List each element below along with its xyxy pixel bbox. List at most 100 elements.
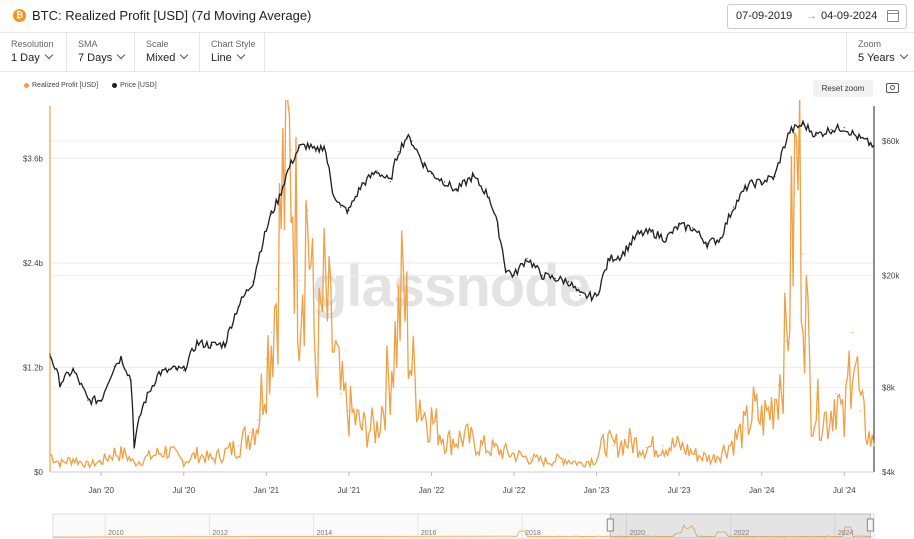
- y-left-tick-label: $0: [34, 468, 43, 477]
- navigator-handle-right[interactable]: [866, 518, 874, 532]
- date-range-picker[interactable]: 07-09-2019 → 04-09-2024: [727, 4, 907, 29]
- scale-value[interactable]: Mixed: [146, 50, 189, 64]
- data-point-profit: [150, 455, 152, 457]
- data-point-price: [650, 231, 652, 233]
- navigator-year-label: 2022: [734, 530, 750, 537]
- data-point-price: [340, 206, 342, 208]
- sma-value-text: 7 Days: [78, 52, 113, 64]
- date-from[interactable]: 07-09-2019: [736, 10, 793, 22]
- data-point-profit: [402, 288, 404, 290]
- data-point-profit: [645, 447, 647, 449]
- data-point-profit: [340, 392, 342, 395]
- data-point-price: [868, 142, 870, 144]
- data-point-profit: [744, 427, 746, 430]
- main-chart[interactable]: $0 $1.2b $2.4b $3.6b $4k $8k $20k $60k Jan '20 Ju…: [0, 100, 914, 505]
- navigator-selection[interactable]: [609, 513, 871, 539]
- data-point-profit: [282, 192, 284, 194]
- data-point-profit: [629, 440, 631, 443]
- data-point-profit: [257, 419, 259, 421]
- data-point-profit: [851, 331, 854, 334]
- data-point-profit: [422, 410, 424, 412]
- data-point-price: [843, 127, 845, 129]
- data-point-price: [430, 173, 433, 175]
- data-point-profit: [463, 436, 466, 438]
- legend-item-realized-profit[interactable]: Realized Profit [USD]: [24, 82, 98, 89]
- data-point-price: [422, 162, 424, 165]
- scale-value-text: Mixed: [146, 52, 176, 64]
- navigator-handle-left[interactable]: [606, 518, 614, 532]
- data-point-profit: [290, 148, 292, 151]
- zoom-value-text: 5 Years: [858, 52, 895, 64]
- data-point-price: [130, 379, 132, 381]
- data-point-price: [830, 128, 832, 131]
- scale-label: Scale: [146, 39, 169, 49]
- scale-dropdown[interactable]: Scale Mixed: [135, 33, 200, 71]
- y-left-tick-label: $1.2b: [23, 363, 44, 372]
- legend-dot-profit: [24, 82, 29, 88]
- date-to[interactable]: 04-09-2024: [821, 10, 878, 22]
- zoom-value[interactable]: 5 Years: [858, 50, 908, 64]
- chart-style-dropdown[interactable]: Chart Style Line: [200, 33, 265, 71]
- data-point-price: [719, 238, 722, 240]
- data-point-price: [298, 146, 300, 149]
- resolution-value[interactable]: 1 Day: [11, 50, 53, 64]
- series-line-realized-profit: [49, 100, 875, 470]
- data-point-profit: [348, 410, 350, 412]
- data-point-profit: [728, 445, 730, 447]
- navigator-year-label: 2020: [629, 530, 645, 537]
- arrow-right-icon: →: [806, 10, 817, 22]
- camera-icon[interactable]: [886, 83, 899, 93]
- data-point-price: [49, 353, 51, 355]
- resolution-dropdown[interactable]: Resolution 1 Day: [0, 33, 67, 71]
- zoom-dropdown[interactable]: Zoom 5 Years: [846, 33, 914, 71]
- data-point-price: [120, 357, 122, 359]
- data-point-price: [815, 134, 817, 136]
- chart-style-value[interactable]: Line: [211, 50, 246, 64]
- chevron-down-icon: [899, 50, 908, 60]
- navigator-chart[interactable]: 2010 2012 2014 2016 2018 2020 2022 2024: [0, 513, 914, 539]
- data-point-profit: [513, 453, 515, 456]
- data-point-profit: [835, 392, 837, 395]
- x-tick-label: Jan '22: [419, 486, 445, 495]
- data-point-price: [270, 213, 272, 215]
- data-point-price: [133, 444, 135, 446]
- sma-label: SMA: [78, 39, 98, 49]
- x-tick-label: Jul '22: [503, 486, 526, 495]
- calendar-icon[interactable]: [887, 10, 899, 22]
- data-point-profit: [72, 458, 74, 460]
- x-tick-label: Jan '23: [584, 486, 610, 495]
- data-point-profit: [133, 462, 135, 464]
- resolution-label: Resolution: [11, 39, 54, 49]
- data-point-price: [252, 281, 254, 283]
- data-point-profit: [249, 432, 251, 434]
- title-bar: ₿ BTC: Realized Profit [USD] (7d Moving …: [0, 0, 914, 33]
- navigator-year-label: 2014: [317, 530, 333, 537]
- data-point-profit: [430, 419, 433, 421]
- data-point-profit: [802, 253, 804, 255]
- x-tick-label: Jan '21: [254, 486, 280, 495]
- data-point-profit: [546, 460, 548, 463]
- data-point-profit: [579, 462, 581, 464]
- data-point-price: [789, 130, 791, 132]
- data-point-profit: [307, 209, 309, 212]
- data-point-price: [678, 225, 680, 227]
- data-point-profit: [411, 366, 413, 369]
- chart-controls: Resolution 1 Day SMA 7 Days Scale Mixed …: [0, 33, 914, 72]
- sma-value[interactable]: 7 Days: [78, 50, 126, 64]
- reset-zoom-button[interactable]: Reset zoom: [813, 80, 873, 97]
- data-point-price: [554, 277, 556, 280]
- data-point-profit: [868, 436, 870, 438]
- x-tick-label: Jan '20: [88, 486, 114, 495]
- data-point-profit: [818, 410, 821, 412]
- data-point-profit: [794, 192, 796, 194]
- data-point-price: [265, 229, 267, 231]
- data-point-price: [278, 196, 281, 198]
- data-point-price: [331, 190, 333, 192]
- data-point-price: [376, 170, 378, 172]
- data-point-profit: [224, 452, 226, 454]
- data-point-price: [873, 144, 875, 146]
- sma-dropdown[interactable]: SMA 7 Days: [67, 33, 135, 71]
- legend-item-price[interactable]: Price [USD]: [112, 82, 157, 89]
- x-tick-label: Jul '20: [172, 486, 195, 495]
- data-point-profit: [480, 445, 482, 447]
